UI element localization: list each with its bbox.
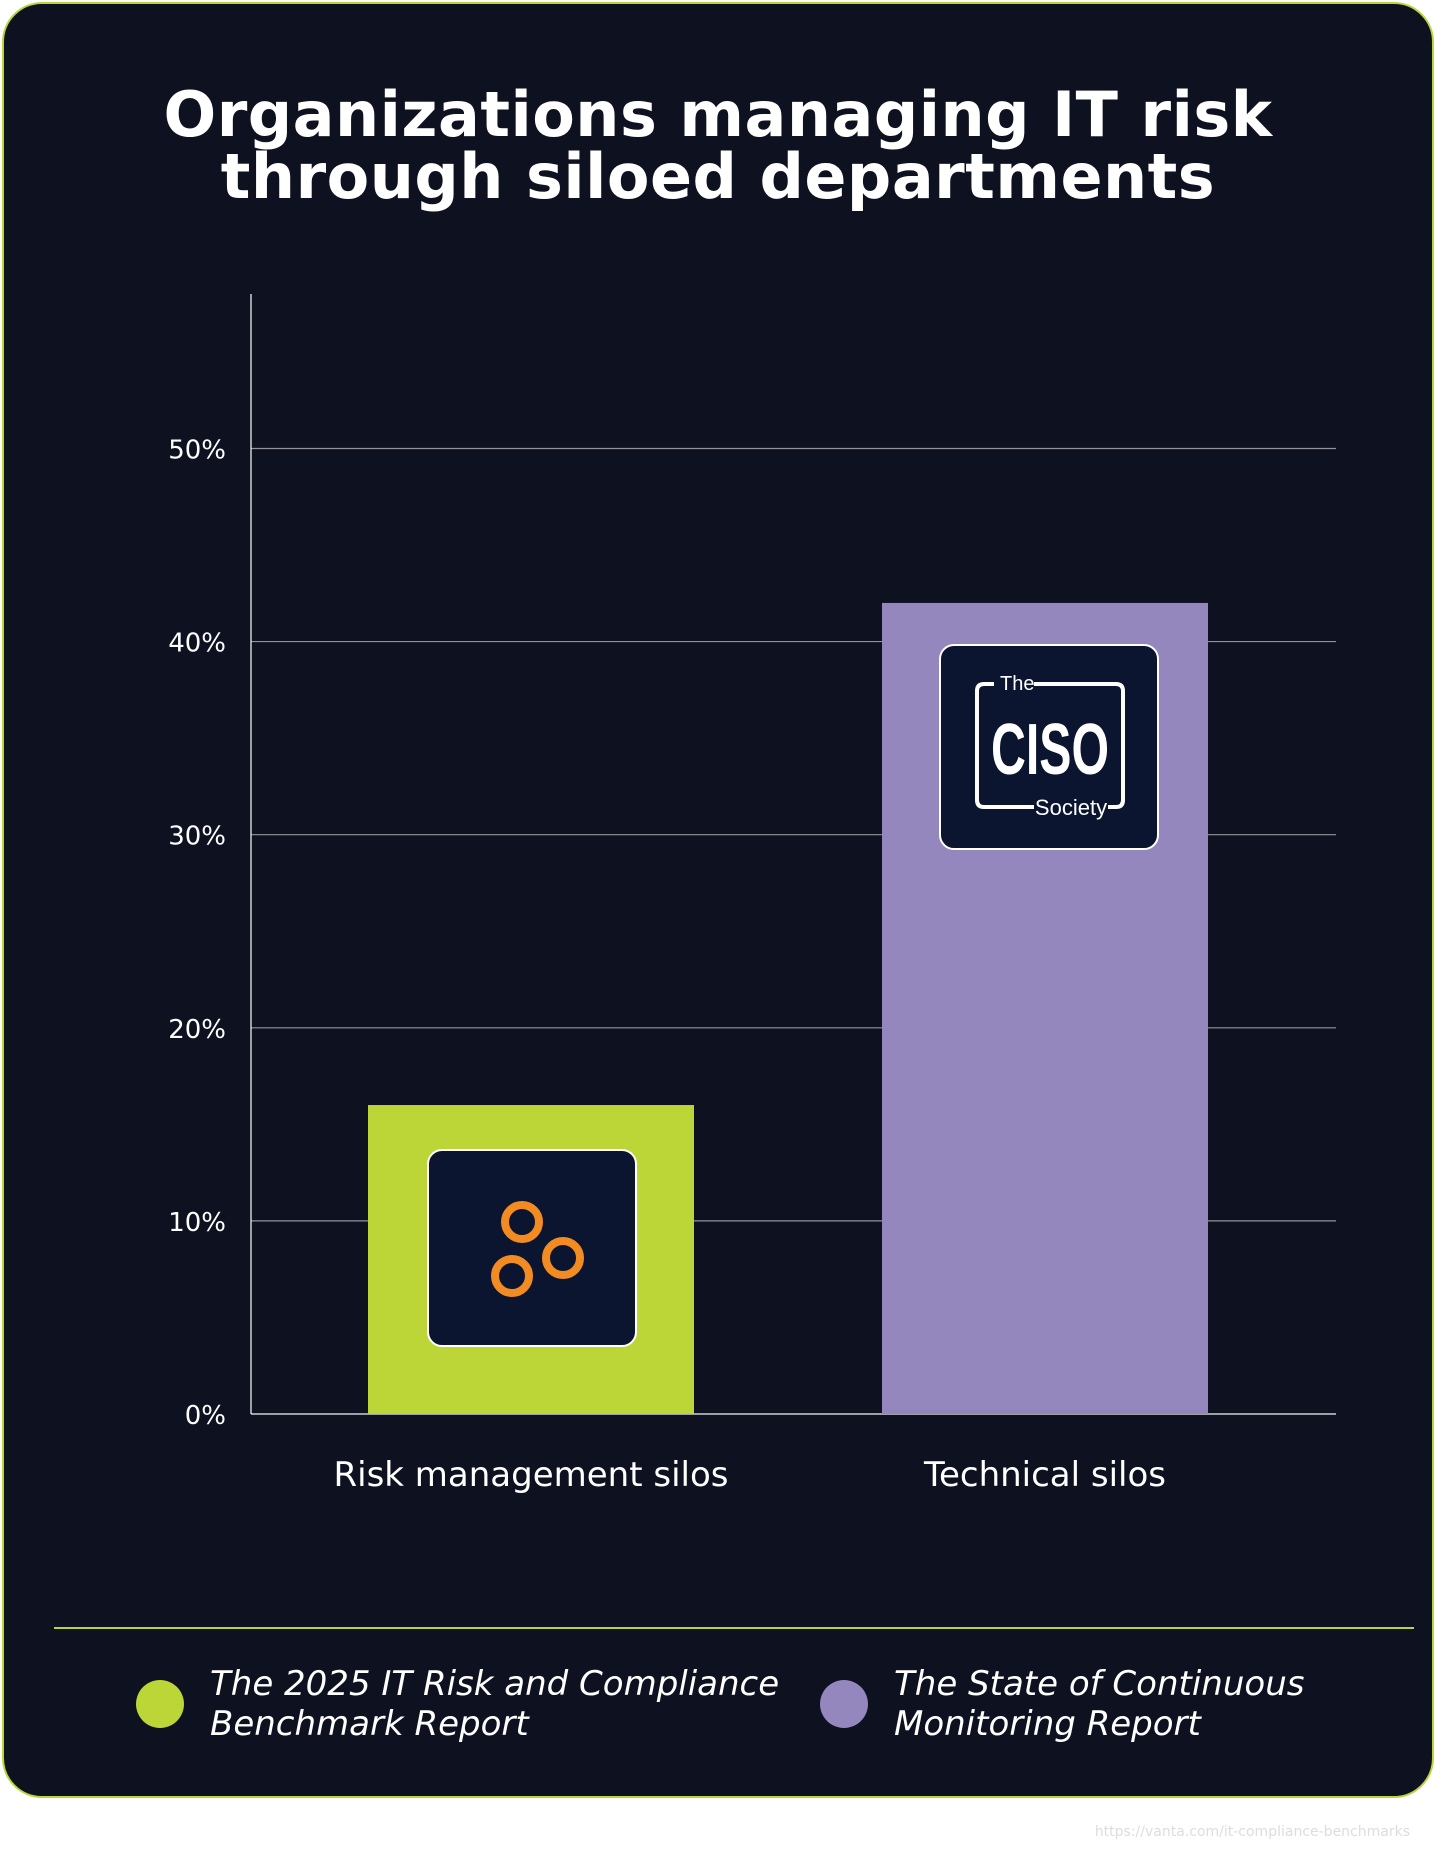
y-tick-label: 0% xyxy=(185,1401,226,1431)
y-tick-label: 40% xyxy=(168,629,226,659)
orange-ring-icon xyxy=(501,1201,543,1243)
bar-chart: 0% 10% 20% 30% 40% 50% Risk management silos Te… xyxy=(168,294,1336,1495)
logo-tile xyxy=(427,1149,637,1347)
logo-text-society: Society xyxy=(1035,795,1107,820)
legend-label: The 2025 IT Risk and Compliance Benchmar… xyxy=(210,1664,779,1744)
legend-item-benchmark-report: The 2025 IT Risk and Compliance Benchmar… xyxy=(136,1664,779,1744)
x-tick-label: Technical silos xyxy=(923,1455,1166,1495)
chart-card: Organizations managing IT risk through s… xyxy=(2,2,1434,1798)
legend-label-line1: The 2025 IT Risk and Compliance xyxy=(210,1664,780,1704)
y-tick-label: 30% xyxy=(168,822,226,852)
legend-label: The State of Continuous Monitoring Repor… xyxy=(894,1664,1304,1744)
legend-label-line2: Monitoring Report xyxy=(894,1704,1201,1744)
chart-title: Organizations managing IT risk through s… xyxy=(4,84,1432,208)
legend-divider xyxy=(54,1627,1414,1629)
x-tick-label: Risk management silos xyxy=(334,1455,729,1495)
legend-item-monitoring-report: The State of Continuous Monitoring Repor… xyxy=(820,1664,1304,1744)
logo-text-ciso: CISO xyxy=(991,710,1109,790)
legend-label-line2: Benchmark Report xyxy=(210,1704,529,1744)
bracket-right-icon xyxy=(1034,682,1125,809)
chart-title-line1: Organizations managing IT risk xyxy=(163,78,1273,151)
logo-tile xyxy=(939,644,1159,850)
orange-circles-logo xyxy=(427,1149,637,1347)
bracket-left-icon xyxy=(975,682,1034,809)
legend-label-line1: The State of Continuous xyxy=(894,1664,1305,1704)
orange-ring-icon xyxy=(491,1255,533,1297)
y-tick-label: 10% xyxy=(168,1208,226,1238)
logo-text-the: The xyxy=(1000,673,1034,695)
footer-url: https://vanta.com/it-compliance-benchmar… xyxy=(1094,1824,1410,1840)
chart-title-line2: through siloed departments xyxy=(220,140,1216,213)
y-tick-label: 50% xyxy=(168,435,226,465)
y-tick-label: 20% xyxy=(168,1015,226,1045)
legend-swatch-green xyxy=(136,1680,184,1728)
orange-ring-icon xyxy=(542,1237,584,1279)
legend-swatch-purple xyxy=(820,1680,868,1728)
ciso-society-logo: The CISO Society xyxy=(939,644,1159,850)
